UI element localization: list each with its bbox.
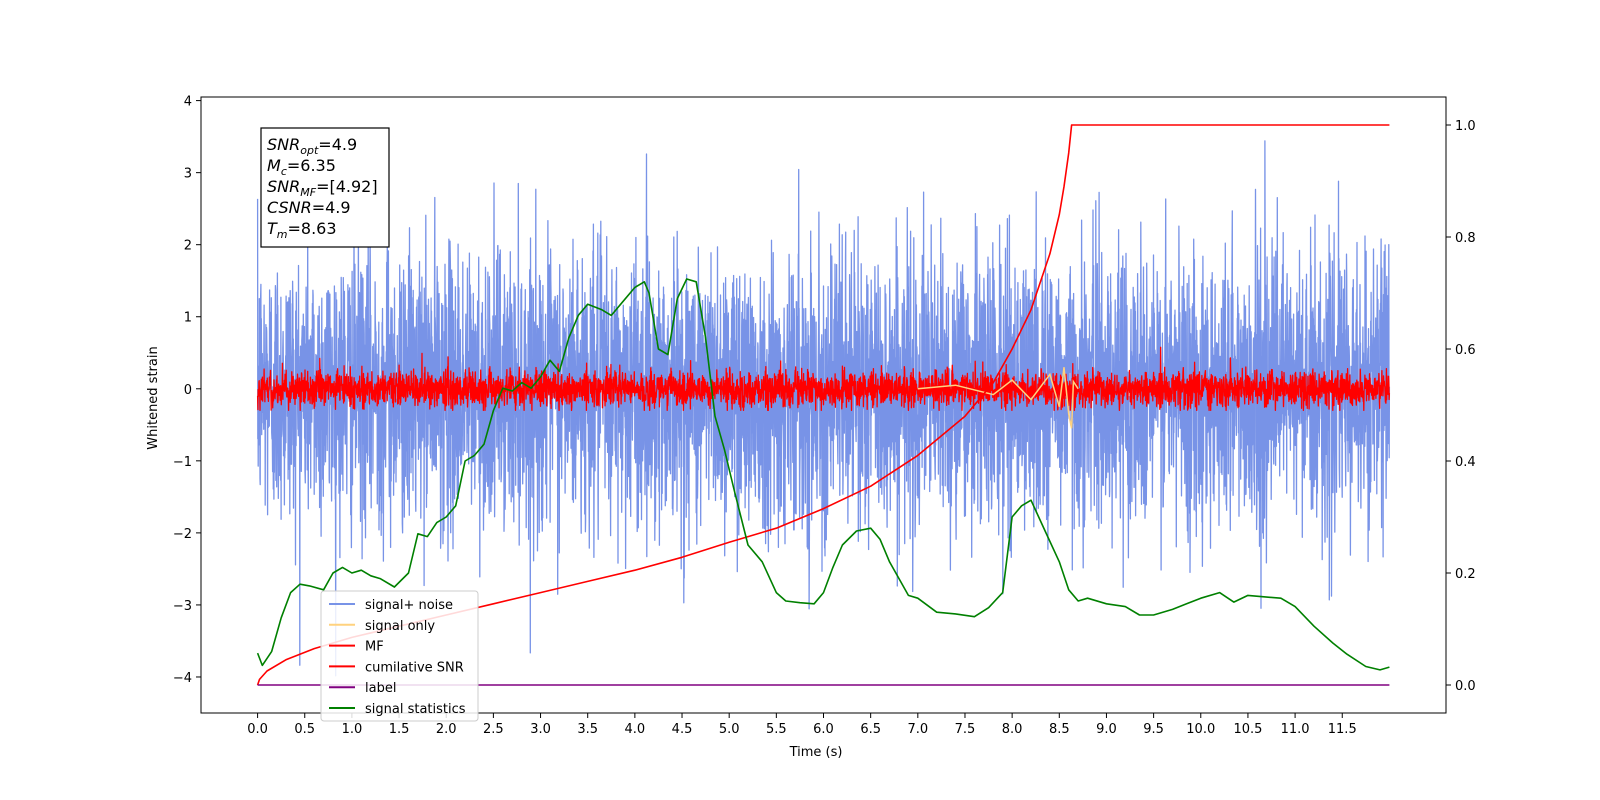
annotation-line: CSNR=4.9: [267, 198, 351, 217]
x-tick-label: 0.5: [294, 722, 315, 737]
y-axis-right: 1.0 0.8 0.6 0.4 0.2 0.0: [1446, 119, 1476, 694]
legend-label: label: [365, 681, 396, 696]
y-tick-label: −2: [173, 527, 192, 542]
legend-label: signal only: [365, 619, 435, 634]
y2-tick-label: 0.6: [1455, 343, 1476, 358]
x-tick-label: 1.5: [389, 722, 410, 737]
y-axis-label: Whitened strain: [146, 346, 161, 449]
legend-label: signal statistics: [365, 702, 466, 717]
series-signal-only: [917, 367, 1079, 429]
x-tick-label: 7.0: [907, 722, 928, 737]
series-line-mf: [256, 346, 1391, 412]
x-axis: 0.0 0.5 1.0 1.5 2.0 2.5 3.0 3.5 4.0 4.5 5.0 5.5 6.0 6…: [247, 713, 1357, 737]
x-tick-label: 10.0: [1186, 722, 1215, 737]
y-axis-left: 4 3 2 1 0 −1 −2 −3 −4: [173, 95, 201, 686]
x-tick-label: 7.5: [955, 722, 976, 737]
y2-tick-label: 1.0: [1455, 119, 1476, 134]
y-tick-label: 4: [184, 95, 192, 110]
x-tick-label: 2.5: [483, 722, 504, 737]
x-tick-label: 9.0: [1096, 722, 1117, 737]
y-tick-label: −3: [173, 599, 192, 614]
y-tick-label: 1: [184, 311, 192, 326]
annotation-line: SNRopt=4.9: [267, 135, 357, 157]
y2-tick-label: 0.2: [1455, 567, 1476, 582]
x-axis-label: Time (s): [789, 745, 843, 760]
x-tick-label: 9.5: [1143, 722, 1164, 737]
annotation-box-frame: [260, 127, 390, 248]
legend-label: signal+ noise: [365, 598, 453, 613]
x-tick-label: 4.0: [625, 722, 646, 737]
y-tick-label: 2: [184, 239, 192, 254]
series-line-signal-statistics: [256, 278, 1390, 671]
x-tick-label: 1.0: [342, 722, 363, 737]
annotation-line: Tm=8.63: [267, 219, 337, 241]
y2-tick-label: 0.0: [1455, 679, 1476, 694]
annotation-line: SNRMF=[4.92]: [267, 177, 378, 199]
series-line-signal-only: [917, 367, 1079, 429]
x-tick-label: 8.5: [1049, 722, 1070, 737]
y-tick-label: 0: [184, 383, 192, 398]
y-tick-label: −4: [173, 671, 192, 686]
legend-label: cumilative SNR: [365, 660, 464, 675]
x-tick-label: 11.5: [1328, 722, 1357, 737]
x-tick-label: 2.0: [436, 722, 457, 737]
y2-tick-label: 0.4: [1455, 455, 1476, 470]
x-tick-label: 3.0: [530, 722, 551, 737]
series-mf: [256, 346, 1391, 412]
annotation-line: Mc=6.35: [267, 156, 336, 178]
x-tick-label: 3.5: [577, 722, 598, 737]
legend-label: MF: [365, 640, 384, 655]
x-tick-label: 4.5: [672, 722, 693, 737]
y-tick-label: 3: [184, 167, 192, 182]
x-tick-label: 5.5: [766, 722, 787, 737]
x-tick-label: 11.0: [1281, 722, 1310, 737]
x-tick-label: 8.0: [1002, 722, 1023, 737]
x-tick-label: 6.5: [860, 722, 881, 737]
y-tick-label: −1: [173, 455, 192, 470]
y2-tick-label: 0.8: [1455, 231, 1476, 246]
legend: signal+ noise signal only MF cumilative SNR…: [320, 590, 479, 722]
legend-frame: [320, 590, 479, 722]
x-tick-label: 6.0: [813, 722, 834, 737]
x-tick-label: 0.0: [247, 722, 268, 737]
x-tick-label: 5.0: [719, 722, 740, 737]
x-tick-label: 10.5: [1233, 722, 1262, 737]
